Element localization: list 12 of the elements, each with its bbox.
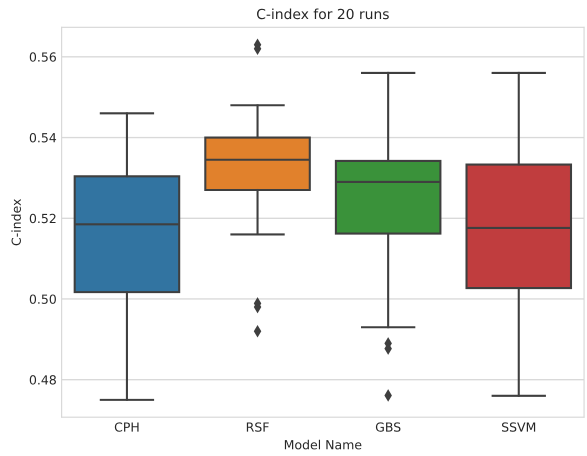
x-tick-label: SSVM [502, 422, 536, 432]
x-tick-label: RSF [246, 422, 269, 432]
y-tick-label: 0.56 [30, 52, 56, 62]
chart-title: C-index for 20 runs [256, 8, 389, 20]
x-tick-label: GBS [376, 422, 400, 432]
y-tick-label: 0.48 [30, 375, 56, 385]
y-tick-label: 0.52 [30, 214, 56, 224]
y-tick-label: 0.50 [30, 294, 56, 304]
y-tick-label: 0.54 [30, 133, 56, 142]
y-axis-title: C-index [11, 198, 21, 246]
x-axis-title: Model Name [284, 440, 362, 450]
x-tick-label: CPH [114, 422, 139, 432]
